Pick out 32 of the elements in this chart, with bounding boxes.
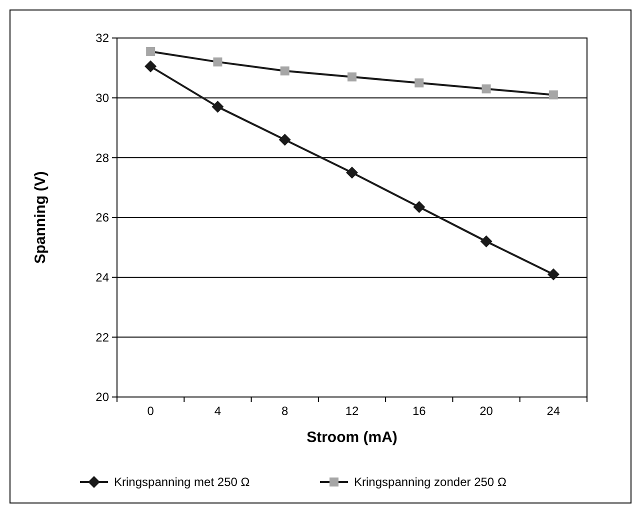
point xyxy=(348,72,356,82)
point xyxy=(480,235,492,248)
y-axis-title: Spanning (V) xyxy=(32,171,49,264)
x-tick-label: 8 xyxy=(282,404,289,418)
point xyxy=(280,66,290,76)
point xyxy=(346,166,358,179)
x-tick-label: 4 xyxy=(214,404,222,418)
point xyxy=(482,84,491,94)
x-axis-title: Stroom (mA) xyxy=(306,429,398,446)
point xyxy=(548,90,558,100)
point xyxy=(278,134,291,146)
point xyxy=(212,100,224,113)
legend-label: Kringspanning met 250 Ω xyxy=(114,475,250,490)
point xyxy=(144,60,157,72)
point xyxy=(413,201,426,214)
y-tick-label: 30 xyxy=(96,91,110,106)
point xyxy=(146,46,156,56)
legend-label: Kringspanning zonder 250 Ω xyxy=(354,475,506,490)
x-tick-label: 16 xyxy=(412,404,426,418)
x-tick-label: 24 xyxy=(546,404,560,418)
x-tick-label: 20 xyxy=(480,404,494,418)
point xyxy=(414,78,424,88)
x-tick-label: 0 xyxy=(147,404,154,418)
point xyxy=(213,57,222,66)
x-tick-label: 12 xyxy=(345,404,359,418)
y-tick-label: 22 xyxy=(96,330,110,344)
y-tick-label: 20 xyxy=(96,390,110,404)
y-tick-label: 32 xyxy=(96,31,110,46)
point xyxy=(547,268,560,280)
y-tick-label: 26 xyxy=(96,210,110,225)
y-tick-label: 28 xyxy=(96,150,110,165)
y-tick-label: 24 xyxy=(96,270,110,285)
